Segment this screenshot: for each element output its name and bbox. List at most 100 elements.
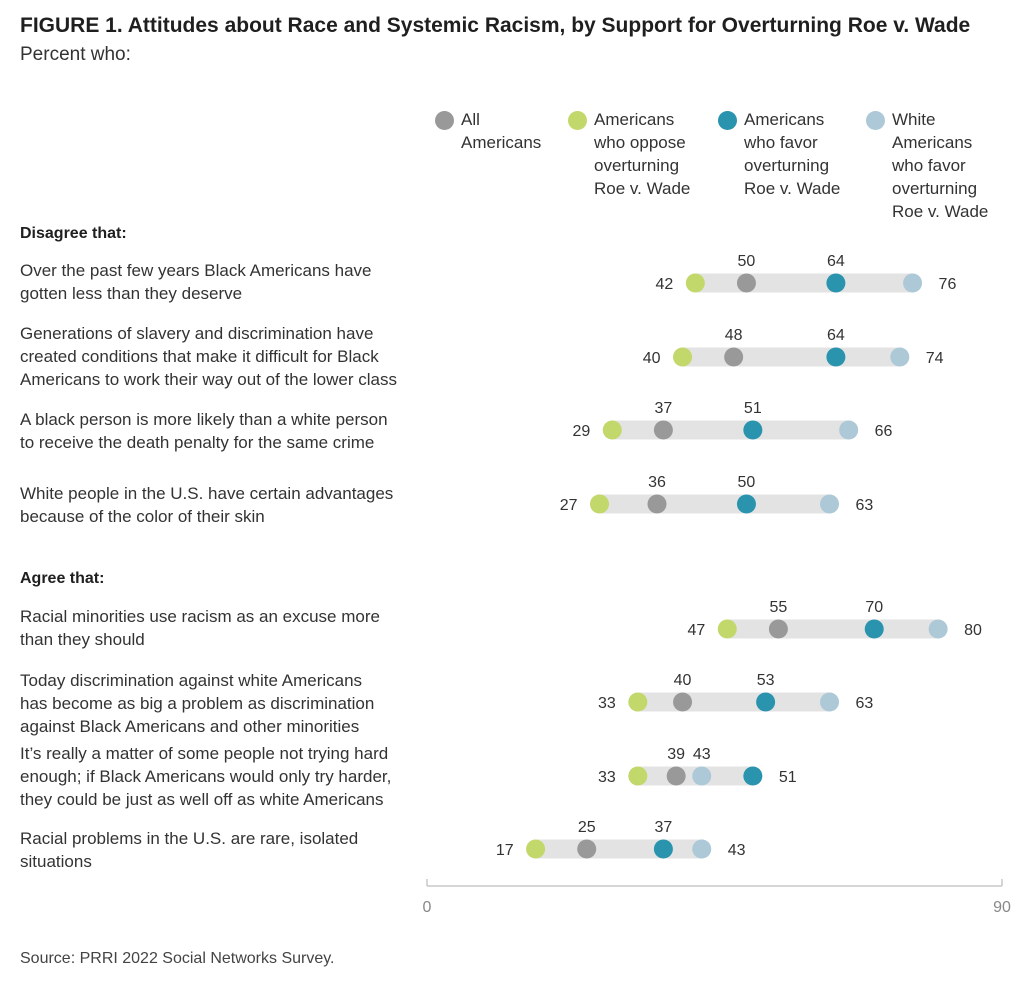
value-label: 25 bbox=[578, 819, 596, 836]
row-label-line: they could be just as well off as white … bbox=[20, 790, 384, 809]
value-label: 42 bbox=[656, 276, 674, 293]
row-label-line: A black person is more likely than a whi… bbox=[20, 410, 388, 429]
legend-label-line: who oppose bbox=[594, 133, 686, 152]
dot-all bbox=[647, 494, 667, 514]
legend-label-line: Americans bbox=[744, 110, 825, 129]
section-heading-disagree: Disagree that: bbox=[20, 225, 127, 242]
legend-label: All Americans bbox=[461, 108, 541, 154]
row-label-line: gotten less than they deserve bbox=[20, 284, 243, 303]
legend-label-line: who favor bbox=[892, 156, 966, 175]
row-label-line: Racial minorities use racism as an excus… bbox=[20, 607, 380, 626]
legend-label: Americans who oppose overturning Roe v. Wad… bbox=[594, 108, 690, 200]
dot-oppose bbox=[590, 494, 609, 514]
legend-label-line: Americans bbox=[461, 133, 542, 152]
x-tick-label: 90 bbox=[993, 899, 1011, 916]
value-label: 76 bbox=[939, 276, 957, 293]
row-label-line: It’s really a matter of some people not … bbox=[20, 744, 389, 763]
section-heading-agree: Agree that: bbox=[20, 570, 105, 587]
dot-oppose bbox=[673, 347, 693, 367]
dot-favor bbox=[864, 619, 884, 639]
legend-label-line: overturning bbox=[892, 179, 978, 198]
row-label: Generations of slavery and discriminatio… bbox=[20, 322, 430, 391]
row-label: Over the past few years Black Americans … bbox=[20, 259, 430, 305]
dot-oppose bbox=[717, 619, 737, 639]
dot-favor bbox=[743, 420, 763, 440]
value-label: 43 bbox=[693, 746, 711, 763]
row-label: Racial problems in the U.S. are rare, is… bbox=[20, 827, 430, 873]
row-label-line: Racial problems in the U.S. are rare, is… bbox=[20, 829, 359, 848]
dot-favor bbox=[756, 692, 776, 712]
dot-all bbox=[666, 766, 686, 786]
value-label: 66 bbox=[875, 423, 893, 440]
row-label-line: created conditions that make it difficul… bbox=[20, 347, 379, 366]
row-label: White people in the U.S. have certain ad… bbox=[20, 482, 430, 528]
legend-item-oppose: Americans who oppose overturning Roe v. Wad… bbox=[568, 108, 690, 200]
value-label: 53 bbox=[757, 672, 775, 689]
value-label: 37 bbox=[654, 400, 672, 417]
dot-oppose bbox=[602, 420, 622, 440]
dot-all bbox=[768, 619, 788, 639]
row-label-line: has become as big a problem as discrimin… bbox=[20, 694, 375, 713]
legend-label: White Americans who favor overturning Roe v.… bbox=[892, 108, 988, 223]
value-label: 80 bbox=[964, 622, 982, 639]
row-label: It’s really a matter of some people not … bbox=[20, 742, 430, 811]
value-label: 33 bbox=[598, 695, 616, 712]
value-label: 55 bbox=[769, 599, 787, 616]
dot-white-favor bbox=[820, 494, 839, 514]
value-label: 40 bbox=[674, 672, 692, 689]
x-tick-label: 0 bbox=[423, 899, 432, 916]
dot-white-favor bbox=[692, 839, 712, 859]
dot-all bbox=[577, 839, 597, 859]
value-label: 33 bbox=[598, 769, 616, 786]
row-label: Racial minorities use racism as an excus… bbox=[20, 605, 430, 651]
legend-label-line: Roe v. Wade bbox=[892, 202, 989, 221]
value-label: 48 bbox=[725, 327, 743, 344]
row-label-line: Over the past few years Black Americans … bbox=[20, 261, 372, 280]
dot-white-favor bbox=[839, 420, 859, 440]
dot-favor bbox=[826, 347, 846, 367]
row-label-line: Today discrimination against white Ameri… bbox=[20, 671, 363, 690]
value-label: 64 bbox=[827, 253, 845, 270]
legend-label-line: overturning bbox=[744, 156, 830, 175]
row-label-line: White people in the U.S. have certain ad… bbox=[20, 484, 394, 503]
row-label-line: Americans to work their way out of the l… bbox=[20, 370, 397, 389]
row-label: A black person is more likely than a whi… bbox=[20, 408, 430, 454]
dot-white-favor bbox=[692, 766, 712, 786]
value-label: 39 bbox=[667, 746, 685, 763]
value-label: 50 bbox=[738, 474, 756, 491]
value-label: 51 bbox=[744, 400, 762, 417]
source-note: Source: PRRI 2022 Social Networks Survey… bbox=[20, 950, 335, 967]
dot-all bbox=[653, 420, 673, 440]
row-label: Today discrimination against white Ameri… bbox=[20, 669, 430, 738]
dot-white-favor bbox=[890, 347, 910, 367]
value-label: 43 bbox=[728, 842, 746, 859]
legend-label-line: White bbox=[892, 110, 936, 129]
legend-item-all: All Americans bbox=[435, 108, 541, 154]
value-label: 40 bbox=[643, 350, 661, 367]
legend-label-line: All bbox=[461, 110, 480, 129]
legend-swatch bbox=[718, 111, 737, 130]
dot-oppose bbox=[628, 766, 648, 786]
legend-label-line: who favor bbox=[744, 133, 818, 152]
legend-label-line: Americans bbox=[594, 110, 675, 129]
legend-label-line: Americans bbox=[892, 133, 973, 152]
value-label: 47 bbox=[687, 622, 705, 639]
value-label: 17 bbox=[496, 842, 514, 859]
dot-favor bbox=[653, 839, 673, 859]
row-label-line: Generations of slavery and discriminatio… bbox=[20, 324, 374, 343]
dot-favor bbox=[826, 273, 846, 293]
dot-white-favor bbox=[928, 619, 948, 639]
dot-white-favor bbox=[820, 692, 839, 712]
row-label-line: to receive the death penalty for the sam… bbox=[20, 433, 375, 452]
value-label: 36 bbox=[648, 474, 666, 491]
row-label-line: against Black Americans and other minori… bbox=[20, 717, 360, 736]
dot-white-favor bbox=[903, 273, 923, 293]
dot-oppose bbox=[628, 692, 648, 712]
legend-label-line: Roe v. Wade bbox=[594, 179, 691, 198]
legend-label-line: overturning bbox=[594, 156, 680, 175]
row-label-line: situations bbox=[20, 852, 92, 871]
legend-swatch bbox=[866, 111, 885, 130]
value-label: 70 bbox=[865, 599, 883, 616]
